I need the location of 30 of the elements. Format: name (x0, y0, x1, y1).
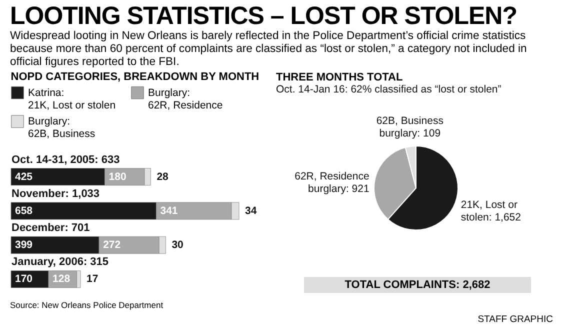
data-label: 180 (108, 170, 126, 183)
y-tick-label: November: 1,033 (12, 188, 100, 200)
data-label: 34 (245, 204, 257, 217)
legend-label: Katrina: 21K, Lost or stolen (28, 86, 116, 112)
slice-label: 62B, Business burglary: 109 (376, 114, 444, 140)
source-note: Source: New Orleans Police Department (10, 300, 164, 310)
chart-title: NOPD CATEGORIES, BREAKDOWN BY MONTH (10, 71, 260, 83)
data-label: 28 (156, 170, 169, 183)
data-label: 272 (103, 239, 121, 252)
y-tick-label: Oct. 14-31, 2005: 633 (12, 154, 120, 166)
data-label: 399 (15, 239, 33, 252)
slice-label: 21K, Lost or stolen: 1,652 (460, 199, 522, 224)
data-label: 658 (15, 204, 33, 217)
y-tick-label: January, 2006: 315 (12, 256, 109, 268)
data-label: 17 (86, 273, 98, 286)
data-label: 30 (172, 239, 184, 252)
text: STAFF GRAPHIC (478, 314, 553, 325)
text: LOOTING STATISTICS – LOST OR STOLEN? (10, 2, 518, 30)
data-label: 341 (160, 204, 178, 217)
chart-title: THREE MONTHS TOTAL (276, 72, 403, 84)
data-label: 425 (15, 170, 33, 183)
text: Widespread looting in New Orleans is barely reflected in the Police Department’s official crime statistics because more than 60 percent of complaints are classified as “lost or stolen,” a category not included in official figures reported to the FBI. (10, 30, 528, 69)
data-label: 170 (15, 273, 33, 286)
y-tick-label: December: 701 (12, 222, 90, 234)
legend-label: Burglary: 62R, Residence (148, 86, 223, 112)
slice-label: 62R, Residence burglary: 921 (294, 170, 370, 196)
text: TOTAL COMPLAINTS: 2,682 (304, 277, 531, 293)
legend-label: Burglary: 62B, Business (28, 116, 96, 140)
chart-subtitle: Oct. 14-Jan 16: 62% classified as “lost or stolen” (276, 84, 502, 96)
data-label: 128 (52, 273, 70, 286)
